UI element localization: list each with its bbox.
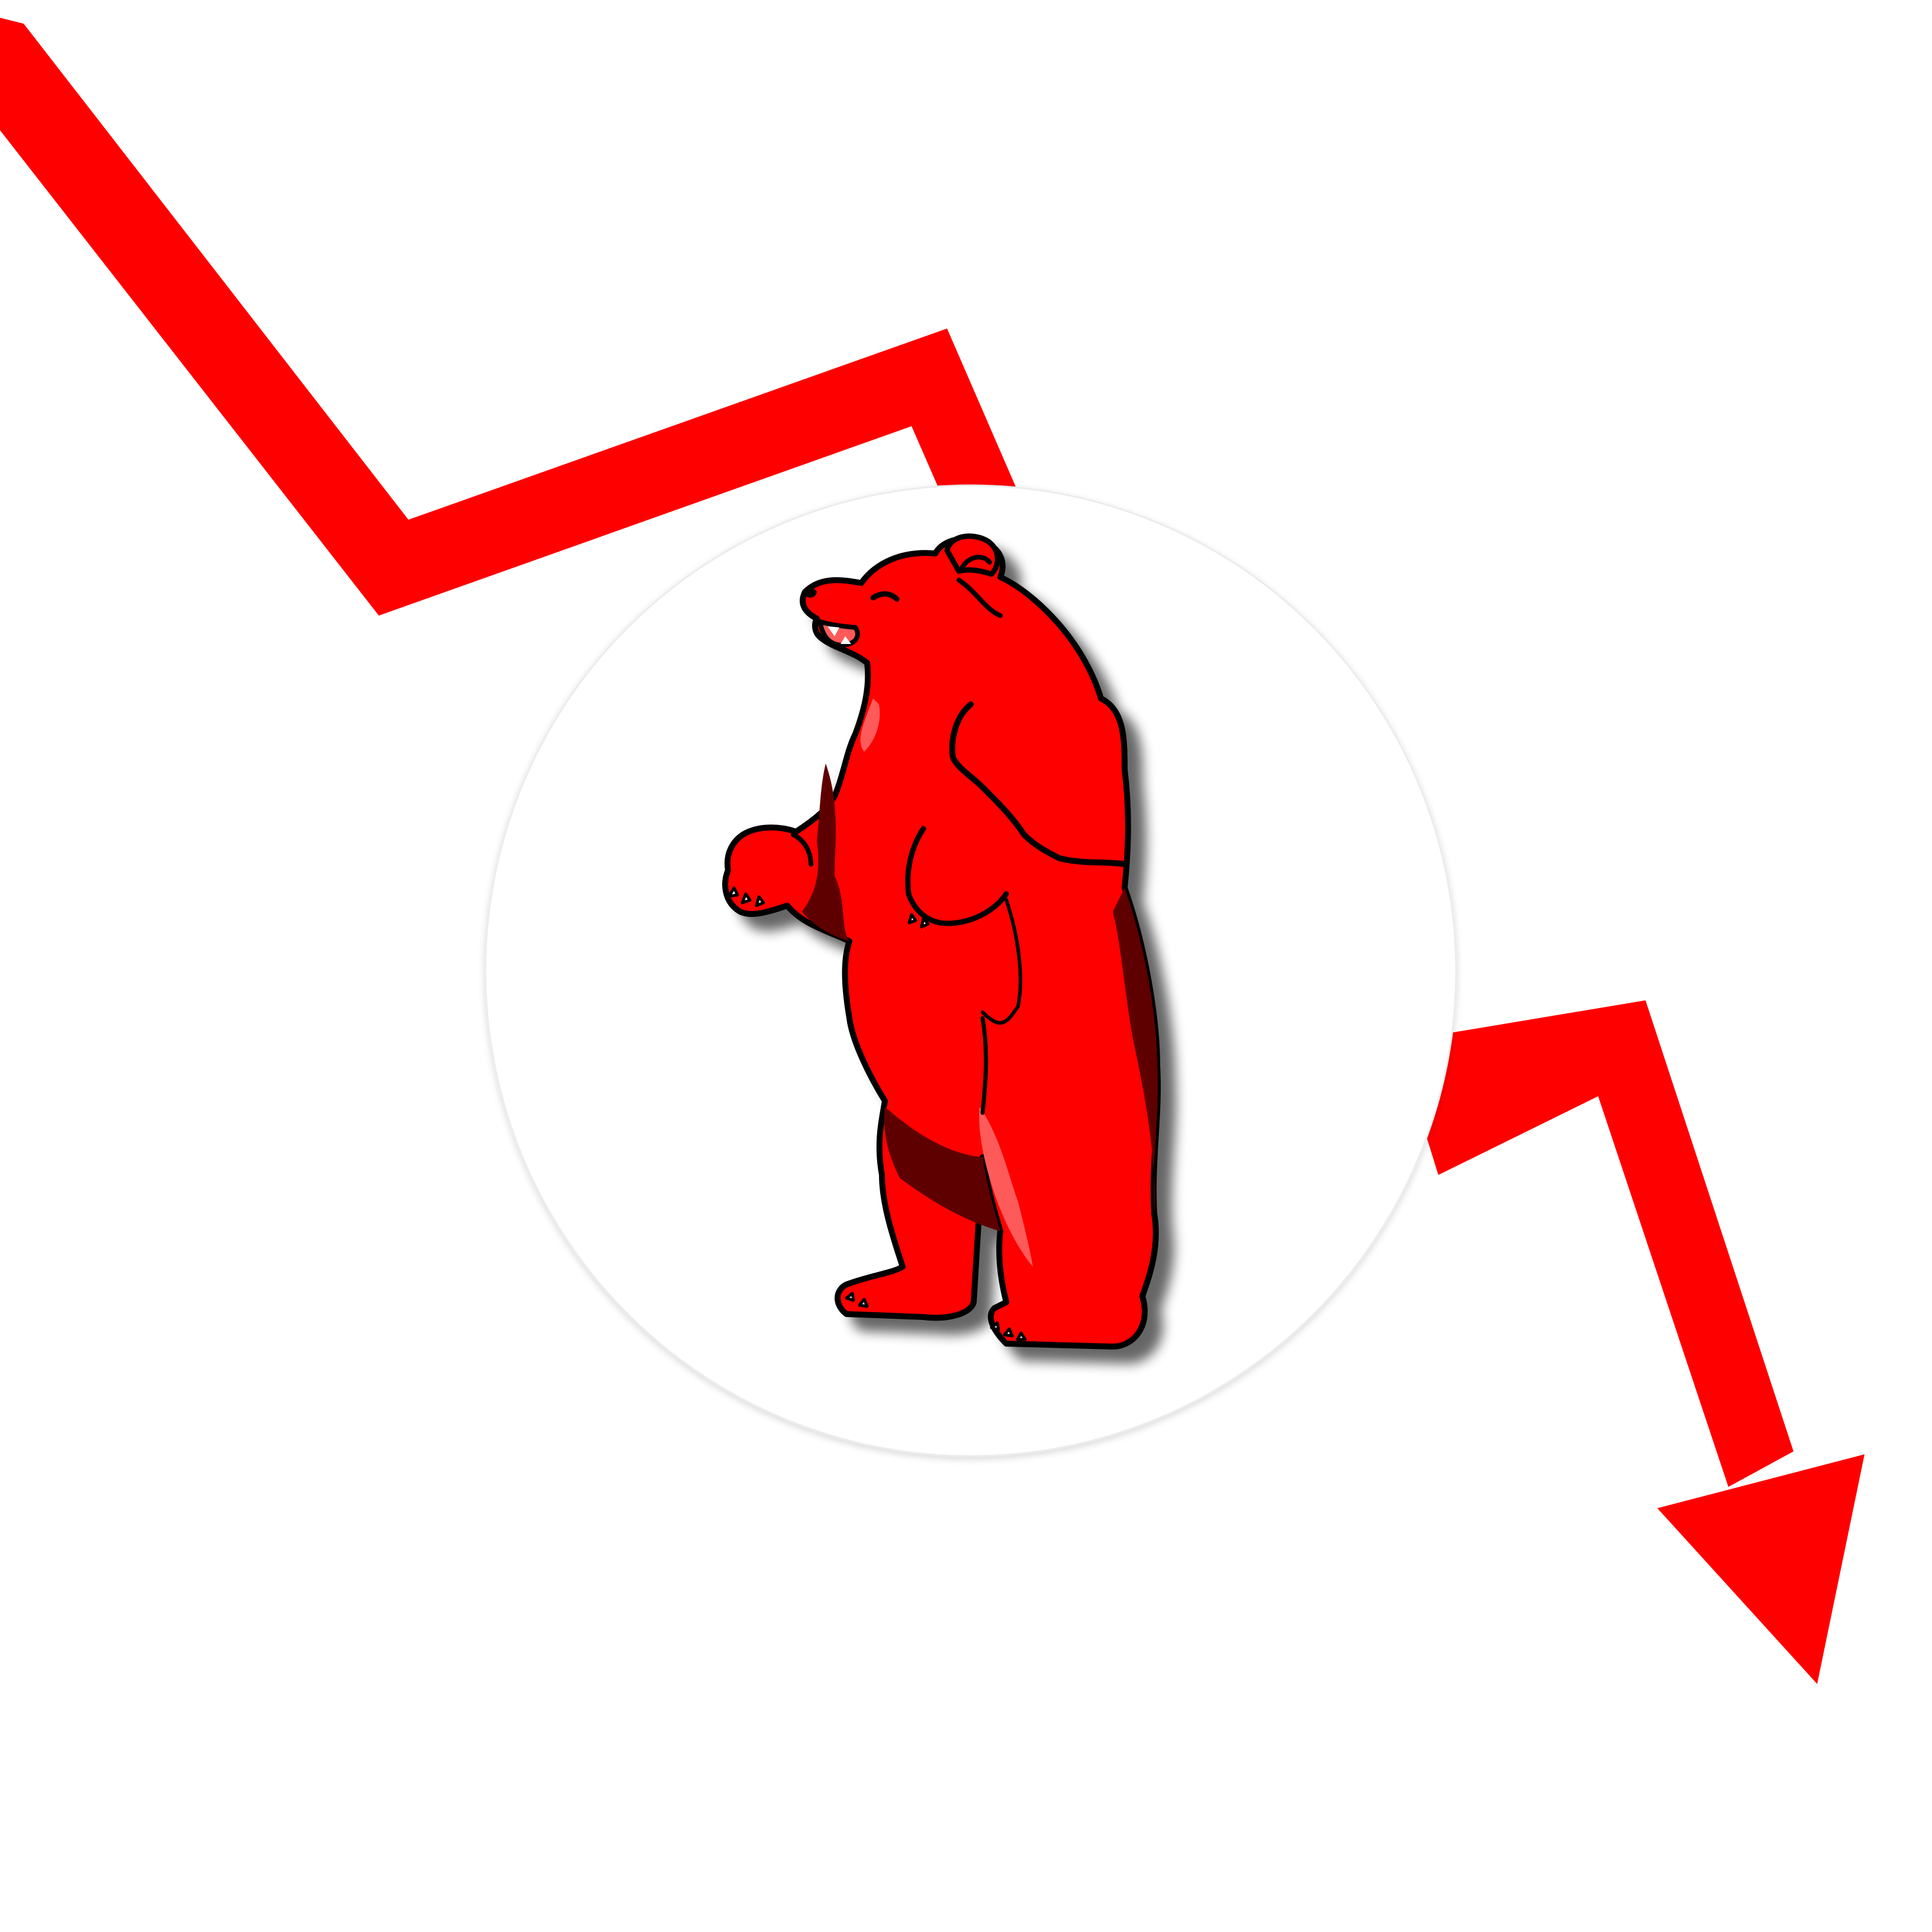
bear-leg-line: [980, 1016, 988, 1115]
arrow-line: [0, 18, 1083, 684]
bear-ear-inner: [959, 555, 992, 571]
bear-eye: [870, 591, 900, 602]
bear-forearm-line: [905, 826, 1009, 926]
bear-back-shade: [1113, 888, 1158, 1213]
arrow-line-lower: [1397, 1000, 1793, 1487]
bear-arm-line: [1021, 832, 1128, 867]
bear-raised-paw-line: [791, 832, 813, 867]
bear-brow: [957, 578, 1003, 618]
bear-claws: [727, 886, 1027, 1341]
arrowhead: [1657, 1454, 1865, 1684]
bear-belly-line: [981, 898, 1022, 1025]
bear-chest-shade: [802, 764, 849, 941]
bear-neck-highlight: [860, 698, 880, 752]
bear-thigh-shade: [884, 1107, 1000, 1231]
bear-ear: [944, 533, 1000, 577]
bear-icon: [722, 533, 1161, 1350]
bear-shoulder-line: [949, 701, 1027, 838]
bear-tooth: [827, 626, 839, 636]
bear-tooth-lower: [841, 636, 851, 644]
bear-leg-highlight: [979, 1107, 1033, 1267]
bear-nose: [802, 587, 817, 598]
downtrend-arrow-icon: [0, 18, 1865, 1684]
bear-body: [722, 536, 1161, 1350]
